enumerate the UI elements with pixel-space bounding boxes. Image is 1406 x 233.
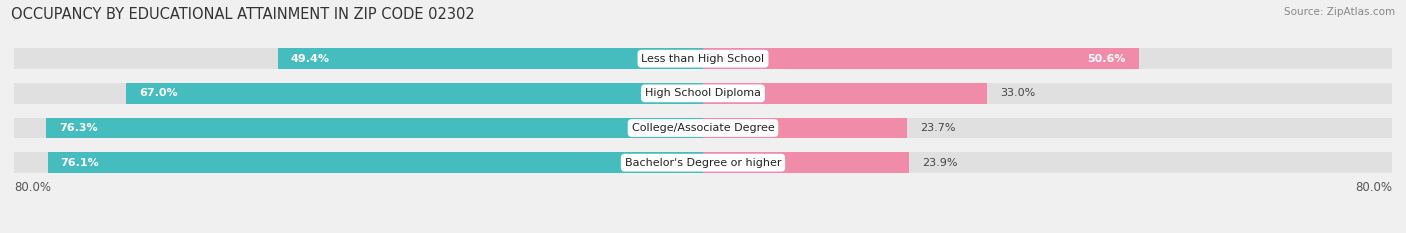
Bar: [48, 152, 703, 173]
Text: 23.7%: 23.7%: [920, 123, 956, 133]
Text: 50.6%: 50.6%: [1087, 54, 1126, 64]
Text: 49.4%: 49.4%: [291, 54, 329, 64]
Bar: [277, 48, 703, 69]
Text: College/Associate Degree: College/Associate Degree: [631, 123, 775, 133]
Bar: [703, 152, 1392, 173]
Text: High School Diploma: High School Diploma: [645, 88, 761, 98]
Bar: [703, 118, 1392, 138]
Text: OCCUPANCY BY EDUCATIONAL ATTAINMENT IN ZIP CODE 02302: OCCUPANCY BY EDUCATIONAL ATTAINMENT IN Z…: [11, 7, 475, 22]
Bar: [127, 83, 703, 104]
Text: 76.3%: 76.3%: [59, 123, 97, 133]
Bar: [14, 118, 703, 138]
Bar: [46, 118, 703, 138]
Text: 76.1%: 76.1%: [60, 158, 100, 168]
Text: 80.0%: 80.0%: [14, 181, 51, 194]
Bar: [14, 152, 703, 173]
Bar: [14, 48, 703, 69]
Text: 80.0%: 80.0%: [1355, 181, 1392, 194]
Bar: [703, 83, 987, 104]
Bar: [703, 152, 908, 173]
Bar: [703, 118, 907, 138]
Bar: [703, 83, 1392, 104]
Bar: [703, 48, 1392, 69]
Text: 23.9%: 23.9%: [922, 158, 957, 168]
Text: 67.0%: 67.0%: [139, 88, 177, 98]
Text: Less than High School: Less than High School: [641, 54, 765, 64]
Bar: [14, 83, 703, 104]
Text: Bachelor's Degree or higher: Bachelor's Degree or higher: [624, 158, 782, 168]
Text: Source: ZipAtlas.com: Source: ZipAtlas.com: [1284, 7, 1395, 17]
Text: 33.0%: 33.0%: [1000, 88, 1035, 98]
Bar: [703, 48, 1139, 69]
Legend: Owner-occupied, Renter-occupied: Owner-occupied, Renter-occupied: [589, 231, 817, 233]
